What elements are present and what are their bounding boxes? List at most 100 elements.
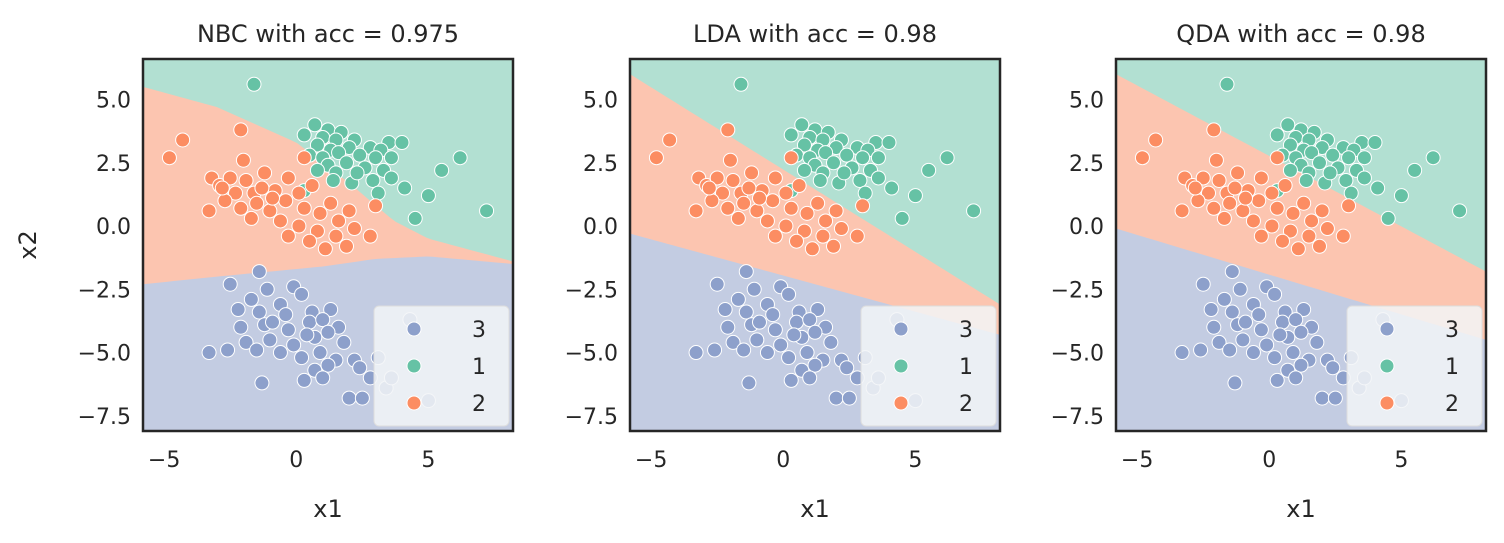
data-point-class-3 [1325, 360, 1341, 376]
data-point-class-3 [1267, 286, 1283, 302]
data-point-class-3 [799, 345, 815, 361]
data-point-class-2 [222, 170, 238, 186]
data-point-class-2 [1253, 170, 1269, 186]
x-axis-label: x1 [1286, 495, 1315, 523]
data-point-class-3 [1309, 334, 1325, 350]
data-point-class-1 [881, 135, 897, 151]
plot-area [143, 59, 513, 431]
data-point-class-3 [294, 350, 310, 366]
data-point-class-2 [704, 193, 720, 209]
data-point-class-2 [323, 195, 339, 211]
data-point-class-2 [309, 223, 325, 239]
data-point-class-2 [1269, 200, 1285, 216]
data-point-class-2 [799, 205, 815, 221]
data-point-class-3 [807, 324, 823, 340]
data-point-class-1 [394, 135, 410, 151]
data-point-class-2 [720, 122, 736, 138]
data-point-class-3 [249, 342, 265, 358]
data-point-class-2 [752, 190, 767, 206]
chart-title: QDA with acc = 0.98 [1176, 20, 1425, 48]
data-point-class-3 [725, 334, 741, 350]
data-point-class-3 [1224, 264, 1240, 280]
legend-marker-1 [406, 358, 422, 374]
data-point-class-3 [786, 327, 802, 343]
data-point-class-2 [1235, 203, 1251, 219]
y-tick-label: 2.5 [1069, 152, 1104, 177]
data-point-class-1 [349, 165, 365, 181]
data-point-class-2 [749, 203, 765, 219]
data-point-class-2 [778, 218, 794, 234]
data-point-class-2 [1216, 210, 1232, 226]
y-tick-label: −7.5 [1051, 405, 1104, 430]
data-point-class-1 [870, 170, 886, 186]
data-point-class-3 [1195, 276, 1211, 292]
legend-marker-1 [1379, 358, 1395, 374]
x-tick-label: 5 [908, 448, 922, 473]
data-point-class-2 [254, 180, 270, 196]
data-point-class-1 [383, 150, 399, 166]
data-point-class-2 [312, 205, 328, 221]
data-point-class-2 [362, 228, 378, 244]
data-point-class-2 [1211, 172, 1227, 188]
data-point-class-2 [849, 228, 865, 244]
chart-title: NBC with acc = 0.975 [197, 20, 459, 48]
data-point-class-1 [365, 172, 381, 188]
data-point-class-2 [296, 200, 312, 216]
data-point-class-3 [717, 302, 733, 318]
data-point-class-2 [257, 165, 273, 181]
data-point-class-2 [201, 203, 217, 219]
x-tick-label: −5 [635, 448, 667, 473]
data-point-class-1 [796, 137, 812, 153]
data-point-class-3 [251, 304, 267, 320]
data-point-class-1 [1282, 162, 1298, 178]
data-point-class-2 [744, 165, 760, 181]
data-point-class-3 [243, 291, 259, 307]
data-point-class-1 [1282, 137, 1298, 153]
data-point-class-2 [791, 178, 807, 194]
x-axis-label: x1 [313, 495, 342, 523]
data-point-class-3 [709, 276, 725, 292]
data-point-class-2 [1277, 178, 1293, 194]
x-tick-label: −5 [148, 448, 180, 473]
data-point-class-1 [1425, 150, 1441, 166]
data-point-class-3 [841, 390, 857, 406]
data-point-class-2 [278, 193, 294, 209]
data-point-class-2 [648, 150, 664, 166]
data-point-class-1 [1452, 203, 1468, 219]
data-point-class-2 [826, 238, 841, 254]
plot-frame [1114, 57, 1488, 433]
subplot-lda: 3 1 2 −5 0 5 5.0 2.5 0.0 −2.5 −5.0 −7.5 LDA with acc… [565, 20, 1002, 523]
data-point-class-2 [328, 228, 344, 244]
legend: 3 1 2 [860, 305, 997, 427]
data-point-class-1 [733, 76, 749, 92]
y-tick-label: −5.0 [1051, 342, 1104, 367]
y-tick-label: −2.5 [1051, 278, 1104, 303]
x-tick-label: −5 [1121, 448, 1153, 473]
data-point-class-1 [1393, 188, 1409, 204]
x-tick-label: 0 [1262, 448, 1276, 473]
data-point-class-1 [1370, 180, 1386, 196]
data-point-class-3 [302, 314, 317, 330]
data-point-class-2 [778, 185, 794, 201]
data-point-class-3 [1293, 324, 1309, 340]
x-tick-label: 5 [1394, 448, 1408, 473]
data-point-class-2 [804, 241, 820, 257]
data-point-class-3 [752, 314, 767, 330]
data-point-class-2 [1296, 195, 1312, 211]
data-point-class-1 [796, 162, 812, 178]
y-tick-label: −5.0 [565, 342, 618, 367]
data-point-class-1 [407, 210, 423, 226]
data-point-class-1 [397, 180, 413, 196]
data-point-class-1 [857, 185, 873, 201]
data-point-class-1 [307, 117, 323, 133]
data-point-class-1 [966, 203, 982, 219]
y-tick-label: 5.0 [583, 88, 618, 113]
data-point-class-2 [725, 172, 741, 188]
legend-marker-2 [406, 395, 422, 411]
data-point-class-3 [315, 312, 331, 328]
data-point-class-3 [1232, 281, 1248, 297]
data-point-class-3 [707, 342, 723, 358]
data-point-class-2 [1187, 180, 1203, 196]
data-point-class-1 [1338, 172, 1354, 188]
data-point-class-1 [884, 180, 900, 196]
